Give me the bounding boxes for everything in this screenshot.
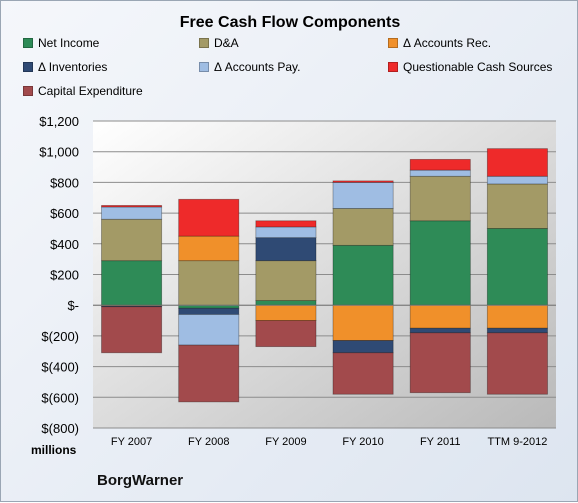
legend-item-accounts-rec: Δ Accounts Rec. [388, 35, 491, 51]
bar-segment-questionable-cash-sources [101, 205, 163, 208]
legend-swatch [388, 62, 398, 72]
bar-segment-d-a [409, 175, 471, 222]
bar-segment-net-income [486, 228, 548, 306]
bar-segment-d-a [178, 260, 240, 306]
x-tick-label: FY 2007 [111, 436, 152, 448]
x-tick-label: FY 2008 [188, 436, 229, 448]
legend-swatch [199, 62, 209, 72]
bar-segment-accounts-rec [486, 304, 548, 329]
legend-label: Δ Inventories [38, 60, 108, 74]
bar-segment-questionable-cash-sources [255, 220, 317, 228]
y-tick-label: $400 [50, 237, 79, 252]
x-tick-label: FY 2009 [265, 436, 306, 448]
y-tick-label: $(400) [41, 360, 79, 375]
bar-segment-inventories [178, 307, 240, 315]
bar-segment-capital-expenditure [255, 320, 317, 348]
bar-segment-net-income [101, 260, 163, 306]
y-tick-label: $1,000 [39, 145, 79, 160]
bar-segment-d-a [332, 208, 394, 246]
legend-swatch [23, 86, 33, 96]
y-tick-label: $(200) [41, 329, 79, 344]
y-tick-label: $800 [50, 175, 79, 190]
bar-segment-accounts-pay [486, 175, 548, 185]
bar-segment-inventories [409, 327, 471, 334]
bar-segment-questionable-cash-sources [178, 198, 240, 237]
bar-segment-accounts-pay [255, 226, 317, 239]
bar-segment-d-a [255, 260, 317, 301]
bar-segment-questionable-cash-sources [409, 158, 471, 171]
legend-item-net-income: Net Income [23, 35, 99, 51]
bar-segment-d-a [101, 218, 163, 262]
bar-segment-capital-expenditure [101, 306, 163, 354]
x-tick-label: FY 2010 [342, 436, 383, 448]
legend-swatch [199, 38, 209, 48]
legend-swatch [23, 62, 33, 72]
bar-segment-accounts-rec [332, 304, 394, 341]
legend-label: Capital Expenditure [38, 84, 143, 98]
bar-segment-capital-expenditure [409, 332, 471, 394]
bar-segment-net-income [255, 300, 317, 306]
x-tick-label: TTM 9-2012 [487, 436, 547, 448]
legend-label: D&A [214, 36, 239, 50]
legend-item-questionable-cash-sources: Questionable Cash Sources [388, 59, 552, 75]
chart-title: Free Cash Flow Components [179, 14, 401, 31]
bar-segment-accounts-rec [178, 235, 240, 262]
legend-label: Δ Accounts Rec. [403, 36, 492, 50]
unit-label: millions [31, 443, 77, 457]
bar-segment-d-a [486, 183, 548, 229]
y-tick-label: $(600) [41, 390, 79, 405]
bar-segment-accounts-rec [409, 304, 471, 329]
y-tick-label: $200 [50, 268, 79, 283]
legend-swatch [388, 38, 398, 48]
bar-segment-questionable-cash-sources [486, 148, 548, 177]
bar-segment-inventories [332, 340, 394, 354]
chart-legend: Net Income D&A Δ Accounts Rec. Δ Inventorie… [23, 35, 573, 107]
bar-segment-inventories [255, 237, 317, 262]
bar-segment-accounts-rec [255, 304, 317, 321]
legend-item-d-a: D&A [199, 35, 239, 51]
bar-segment-accounts-pay [178, 314, 240, 346]
x-tick-label: FY 2011 [420, 436, 461, 448]
bar-segment-accounts-pay [332, 181, 394, 209]
bar-segment-accounts-pay [409, 169, 471, 177]
bar-segment-capital-expenditure [486, 332, 548, 395]
legend-label: Δ Accounts Pay. [214, 60, 301, 74]
legend-swatch [23, 38, 33, 48]
legend-item-inventories: Δ Inventories [23, 59, 107, 75]
legend-label: Questionable Cash Sources [403, 60, 553, 74]
bar-segment-accounts-pay [101, 206, 163, 220]
legend-label: Net Income [38, 36, 100, 50]
y-tick-label: $1,200 [39, 114, 79, 129]
bar-segment-inventories [486, 327, 548, 334]
legend-item-accounts-pay: Δ Accounts Pay. [199, 59, 301, 75]
company-name: BorgWarner [97, 472, 184, 489]
bar-segment-net-income [409, 220, 471, 306]
bar-segment-questionable-cash-sources [332, 180, 394, 183]
y-tick-label: $600 [50, 206, 79, 221]
legend-item-capital-expenditure: Capital Expenditure [23, 83, 143, 99]
y-tick-label: $- [67, 298, 79, 313]
bar-segment-capital-expenditure [178, 344, 240, 403]
bar-segment-capital-expenditure [332, 352, 394, 395]
y-tick-label: $(800) [41, 421, 79, 436]
bar-segment-net-income [332, 244, 394, 306]
